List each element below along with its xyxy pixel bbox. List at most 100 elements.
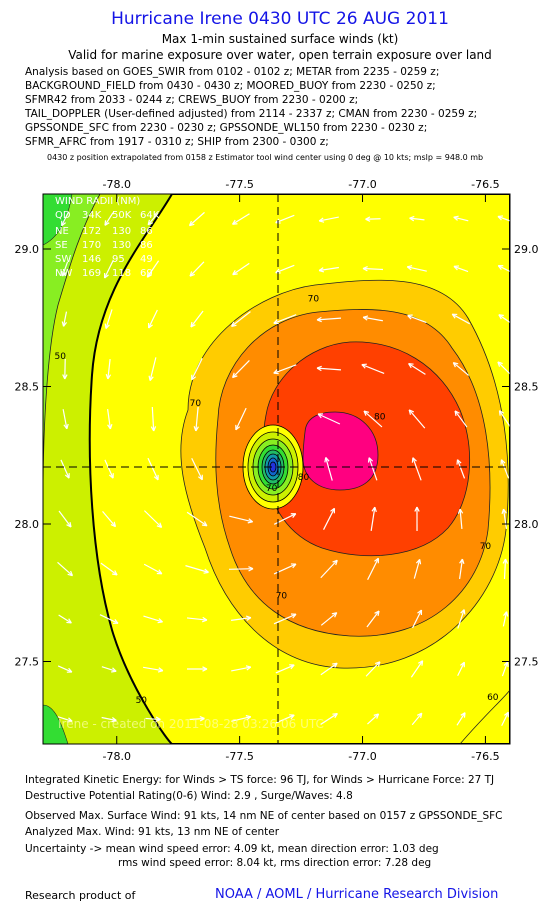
contour-label: 80 (298, 473, 310, 483)
wind-arrow (273, 314, 297, 325)
wind-arrow (185, 565, 209, 574)
wind-radii-cell: SE (55, 240, 68, 251)
wind-arrow (361, 363, 385, 374)
wind-arrow (99, 614, 119, 624)
wind-arrow (148, 309, 158, 329)
wind-arrow (454, 410, 468, 428)
wind-arrow (320, 712, 338, 725)
eye-rings (242, 424, 304, 510)
wind-radii-cell: 172 (82, 226, 101, 237)
wind-arrow (189, 261, 205, 277)
y-tick-label-right: 27.5 (514, 656, 539, 669)
contour-label: 50 (136, 696, 148, 706)
wind-arrow (104, 309, 113, 329)
wind-arrow (318, 266, 339, 273)
wind-arrow (235, 407, 247, 431)
wind-arrow (318, 216, 339, 223)
wind-radii-cell: 86 (140, 240, 153, 251)
contour-60kt (459, 689, 510, 744)
wind-arrow (57, 716, 73, 723)
x-tick-label-bottom: -78.0 (103, 750, 131, 763)
wind-arrow (61, 212, 69, 227)
chart-title: Hurricane Irene 0430 UTC 26 AUG 2011 (111, 9, 449, 29)
wind-arrow (411, 712, 423, 726)
contour-label: 70 (266, 484, 278, 494)
wind-arrow (60, 459, 70, 479)
wind-radii-cell: 86 (140, 226, 153, 237)
wind-arrow (143, 615, 163, 624)
wind-arrow (413, 558, 422, 579)
wind-radii-cell: 146 (82, 254, 101, 265)
wind-arrow (411, 609, 423, 629)
wind-arrow (370, 506, 377, 531)
x-tick-label-top: -76.5 (471, 178, 499, 191)
wind-arrow (457, 508, 464, 530)
dpr-line: Destructive Potential Rating(0-6) Wind: … (25, 790, 353, 802)
center-crosshair (43, 194, 510, 744)
wind-radii-cell: 69 (140, 268, 153, 279)
wind-arrow (498, 314, 510, 324)
wind-arrow (102, 510, 117, 528)
uncertainty-rms-line: rms wind speed error: 8.04 kt, rms direc… (118, 857, 432, 869)
uncertainty-line: Uncertainty -> mean wind speed error: 4.… (25, 843, 439, 855)
wind-arrow (231, 715, 252, 722)
wind-arrow (186, 666, 208, 672)
x-tick-label-bottom: -77.0 (348, 750, 376, 763)
wind-radii-cell: 169 (82, 268, 101, 279)
wind-arrow (365, 216, 381, 222)
wind-arrow (410, 660, 424, 678)
wind-arrow (320, 662, 338, 676)
wind-arrow (191, 457, 203, 481)
wind-arrow (188, 211, 205, 227)
wind-radii-cell: 170 (82, 240, 101, 251)
y-tick-label-right: 28.0 (514, 518, 539, 531)
wind-radii-cell: 130 (112, 226, 131, 237)
wind-arrow (143, 563, 163, 575)
wind-arrow (457, 661, 465, 676)
contour-label: 50 (54, 352, 66, 362)
wind-arrow (150, 406, 157, 432)
wind-arrow (316, 316, 342, 323)
wind-arrow (324, 457, 333, 481)
x-tick-label-top: -78.0 (103, 178, 131, 191)
wind-arrow (362, 315, 383, 322)
y-tick-label-left: 27.5 (15, 656, 40, 669)
organization-label: NOAA / AOML / Hurricane Research Divisio… (215, 887, 499, 902)
position-note: 0430 z position extrapolated from 0158 z… (47, 153, 484, 162)
wind-arrow (457, 609, 466, 629)
wind-arrow (452, 362, 470, 376)
band-30kt-sw (43, 704, 69, 744)
wind-arrow (148, 357, 157, 382)
wind-arrow (231, 213, 250, 225)
wind-arrow (451, 313, 471, 325)
wind-arrow (186, 616, 208, 623)
wind-arrow (143, 666, 164, 673)
wind-arrow (57, 665, 73, 673)
wind-radii-cell: 95 (112, 254, 125, 265)
wind-arrow (502, 611, 509, 627)
wind-field: 50 50 60 70 70 70 70 70 80 80 Irene - created on … (43, 194, 510, 744)
wind-arrow (323, 507, 336, 530)
analysis-line: TAIL_DOPPLER (User-defined adjusted) fro… (25, 108, 478, 120)
wind-radii-cell: SW (55, 254, 71, 265)
wind-arrow (104, 212, 114, 226)
wind-arrow (100, 562, 118, 576)
wind-arrow (104, 259, 114, 279)
wind-arrow (406, 265, 427, 272)
analyzed-max-line: Analyzed Max. Wind: 91 kts, 13 nm NE of … (25, 826, 280, 838)
wind-arrow (143, 510, 163, 528)
wind-arrow (501, 508, 508, 529)
wind-arrow (275, 664, 295, 674)
y-tick-label-right: 28.5 (514, 381, 539, 394)
contour-label: 80 (374, 413, 386, 423)
wind-arrow (193, 406, 199, 432)
plot-frame (42, 193, 511, 745)
y-tick-label-left: 28.0 (15, 518, 40, 531)
wind-arrow (320, 612, 338, 626)
wind-arrow (408, 409, 426, 429)
y-tick-label-left: 28.5 (15, 381, 40, 394)
chart-subtitle: Max 1-min sustained surface winds (kt) (161, 32, 399, 46)
wind-arrow (107, 409, 113, 430)
wind-field-map: 50 50 60 70 70 70 70 70 80 80 Irene - created on … (15, 178, 539, 763)
wind-radii-header: 64K (140, 210, 160, 221)
